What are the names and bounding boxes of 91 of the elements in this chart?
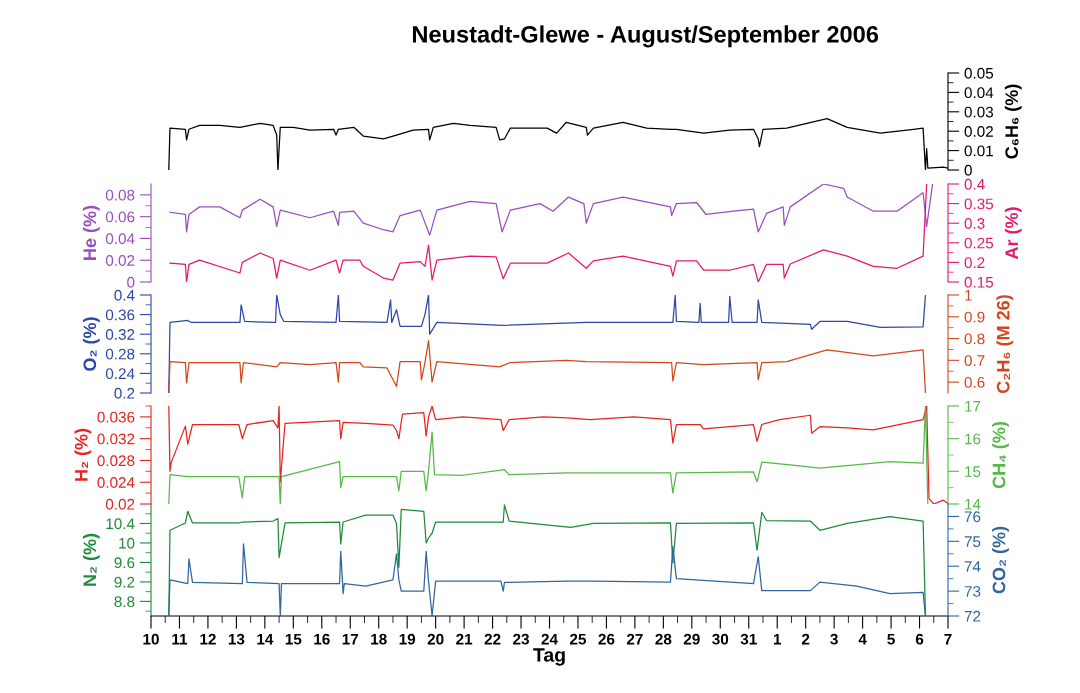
x-tick-label: 14 xyxy=(257,633,274,645)
y-tick-label: 8.8 xyxy=(114,596,135,608)
x-tick-label: 2 xyxy=(801,633,810,645)
x-tick-label: 21 xyxy=(456,633,473,645)
x-tick-label: 24 xyxy=(541,633,558,645)
x-tick-label: 20 xyxy=(427,633,444,645)
x-tick-label: 31 xyxy=(740,633,757,645)
y-tick-label: 0.032 xyxy=(97,433,135,445)
y2-tick-label: 0.8 xyxy=(964,333,985,345)
x-tick-label: 4 xyxy=(858,633,867,645)
y-axis-title: O₂ (%) xyxy=(82,317,100,371)
x-tick-label: 19 xyxy=(399,633,416,645)
y2-tick-label: 0.15 xyxy=(964,276,994,288)
x-axis-title: Tag xyxy=(533,648,565,666)
y2-tick-label: 1 xyxy=(965,290,972,301)
y-tick-label: 9.6 xyxy=(114,557,135,569)
x-tick-label: 6 xyxy=(915,633,924,645)
x-tick-label: 29 xyxy=(683,633,700,645)
y-tick-label: 0.02 xyxy=(105,498,135,510)
y2-tick-label: 0.25 xyxy=(964,237,994,249)
x-tick-label: 22 xyxy=(484,633,501,645)
y-tick-label: 0.2 xyxy=(114,387,135,399)
x-tick-label: 26 xyxy=(598,633,615,645)
x-tick-label: 28 xyxy=(655,633,672,645)
x-tick-label: 7 xyxy=(944,633,952,645)
y-tick-label: 0.28 xyxy=(105,348,135,360)
y2-tick-label: 16 xyxy=(965,433,981,445)
y2-tick-label: 0 xyxy=(964,164,972,176)
x-tick-label: 5 xyxy=(887,633,895,645)
y-tick-label: 0.06 xyxy=(105,211,135,223)
y2-axis-title: CO₂ (%) xyxy=(992,526,1009,594)
x-tick-label: 15 xyxy=(285,633,302,645)
x-tick-label: 17 xyxy=(342,633,359,645)
x-tick-label: 30 xyxy=(712,633,729,645)
y2-tick-label: 74 xyxy=(964,561,981,572)
x-tick-label: 16 xyxy=(314,633,330,645)
y-tick-label: 0.32 xyxy=(105,329,135,340)
y2-tick-label: 75 xyxy=(964,536,981,548)
y2-tick-label: 0.6 xyxy=(964,376,985,388)
x-tick-label: 12 xyxy=(200,633,216,645)
y2-tick-label: 15 xyxy=(965,466,981,478)
y-tick-label: 0.24 xyxy=(105,368,135,380)
y2-tick-label: 17 xyxy=(965,401,981,412)
y2-tick-label: 0.4 xyxy=(964,178,985,190)
y-tick-label: 0.02 xyxy=(105,255,135,266)
line-series xyxy=(168,340,927,393)
x-tick-label: 3 xyxy=(830,633,838,645)
x-tick-label: 25 xyxy=(570,633,587,645)
x-tick-label: 23 xyxy=(513,633,529,645)
x-tick-label: 27 xyxy=(626,633,643,645)
y2-axis-title: C₆H₆ (%) xyxy=(1004,84,1022,159)
x-tick-label: 11 xyxy=(172,633,188,645)
y2-tick-label: 72 xyxy=(964,610,981,622)
y-tick-label: 10.4 xyxy=(106,518,135,530)
y2-tick-label: 0.7 xyxy=(964,355,985,367)
x-tick-label: 1 xyxy=(773,633,782,645)
y-tick-label: 0.04 xyxy=(105,233,135,245)
y-tick-label: 0.036 xyxy=(97,411,135,423)
y-tick-label: 0.024 xyxy=(97,477,135,488)
y2-tick-label: 0.2 xyxy=(964,257,985,269)
y-tick-label: 0.36 xyxy=(105,309,135,321)
y-axis-title: H₂ (%) xyxy=(74,428,92,481)
y-axis-title: N₂ (%) xyxy=(82,533,100,586)
y2-tick-label: 0.3 xyxy=(964,218,985,229)
y2-tick-label: 0.9 xyxy=(964,311,985,323)
y-tick-label: 0.028 xyxy=(97,455,135,467)
y2-tick-label: 14 xyxy=(965,499,981,510)
y-tick-label: 10 xyxy=(119,537,135,549)
x-tick-label: 10 xyxy=(143,633,159,645)
y2-axis-title: Ar (%) xyxy=(1004,207,1022,260)
y2-tick-label: 0.01 xyxy=(964,145,993,157)
y2-tick-label: 0.35 xyxy=(964,198,994,210)
line-series xyxy=(169,184,934,236)
x-tick-label: 13 xyxy=(228,633,245,645)
y2-tick-label: 0.03 xyxy=(964,106,994,118)
y-tick-label: 0.4 xyxy=(114,289,135,301)
x-tick-label: 18 xyxy=(371,633,387,645)
y-axis-title: He (%) xyxy=(82,205,100,260)
line-series xyxy=(168,543,927,616)
y-tick-label: 0 xyxy=(127,276,135,288)
y2-tick-label: 0.05 xyxy=(964,67,994,79)
chart-title: Neustadt-Glewe - August/September 2006 xyxy=(412,25,879,48)
y2-tick-label: 0.04 xyxy=(964,87,994,99)
y2-tick-label: 76 xyxy=(964,511,981,523)
line-series xyxy=(169,184,928,282)
y2-tick-label: 0.02 xyxy=(964,126,993,137)
y2-tick-label: 73 xyxy=(964,585,981,597)
y2-axis-title: C₂H₆ (M 26) xyxy=(996,295,1014,393)
y-tick-label: 0.08 xyxy=(105,189,135,201)
y2-axis-title: CH₄ (%) xyxy=(992,422,1009,489)
y-tick-label: 9.2 xyxy=(114,576,135,588)
